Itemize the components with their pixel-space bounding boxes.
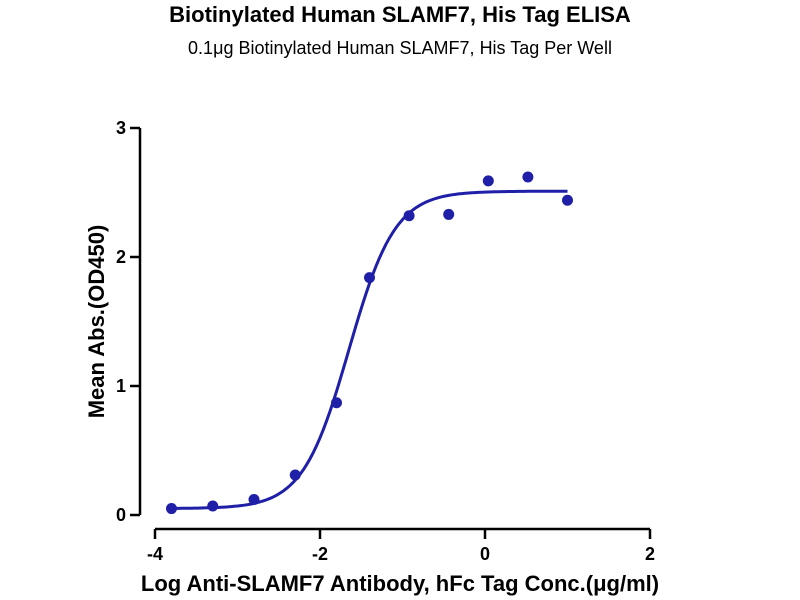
data-point	[562, 194, 573, 206]
data-point	[207, 500, 219, 512]
axes: 0 1 2 3 -4 -2 0 2	[116, 118, 655, 564]
x-tick-label: 2	[645, 544, 655, 564]
y-tick-label: 3	[116, 118, 126, 138]
data-point	[166, 503, 177, 515]
data-point	[364, 272, 375, 284]
fit-curve	[171, 189, 568, 510]
data-point	[289, 469, 301, 481]
y-ticks: 0 1 2 3	[116, 118, 140, 525]
y-tick-label: 1	[116, 376, 126, 396]
x-tick-label: 0	[480, 544, 490, 564]
y-axis-label: Mean Abs.(OD450)	[84, 225, 109, 419]
y-tick-label: 2	[116, 247, 126, 267]
data-point	[443, 208, 455, 220]
y-tick-label: 0	[116, 505, 126, 525]
data-point	[482, 175, 494, 187]
chart-subtitle: 0.1μg Biotinylated Human SLAMF7, His Tag…	[188, 38, 612, 58]
data-point	[522, 171, 534, 183]
x-tick-label: -4	[147, 544, 163, 564]
x-tick-label: -2	[312, 544, 328, 564]
data-point	[403, 210, 415, 222]
x-axis-label: Log Anti-SLAMF7 Antibody, hFc Tag Conc.(…	[141, 571, 659, 596]
x-ticks: -4 -2 0 2	[147, 529, 655, 564]
chart-title: Biotinylated Human SLAMF7, His Tag ELISA	[169, 2, 631, 27]
data-point	[331, 397, 342, 409]
data-points	[166, 171, 573, 515]
data-point	[248, 494, 260, 506]
